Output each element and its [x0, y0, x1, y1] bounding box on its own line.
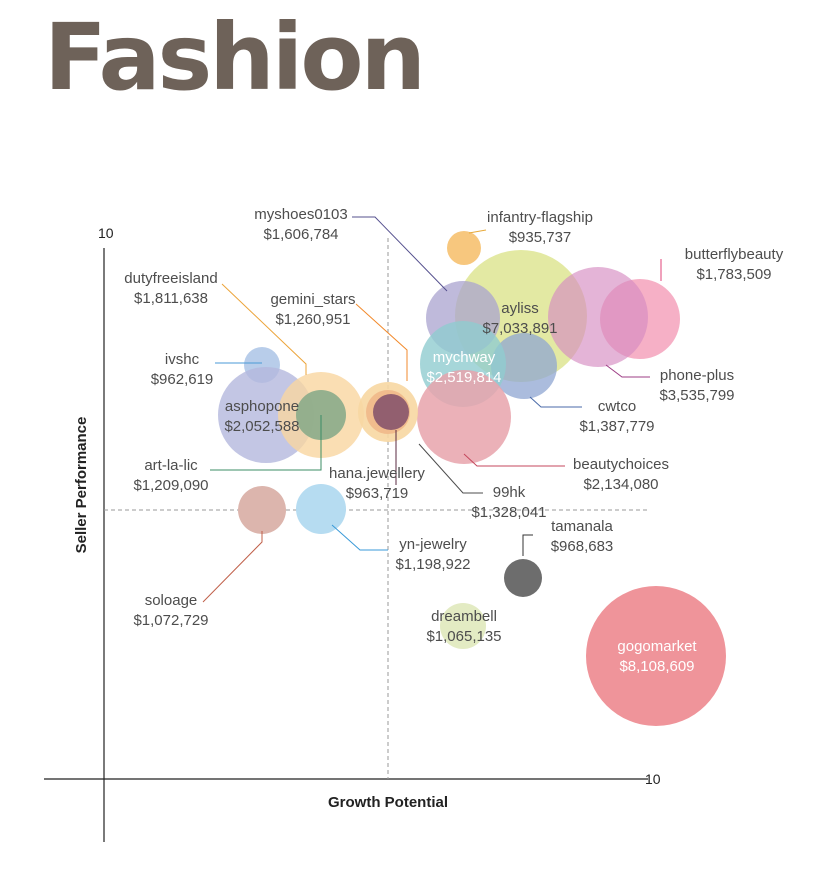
bubble-name-label-myshoes0103: myshoes0103: [254, 206, 347, 223]
bubble-value-label-99hk: $1,328,041: [471, 504, 546, 521]
bubble-value-label-dreambell: $1,065,135: [426, 628, 501, 645]
leader-line: [468, 229, 487, 234]
bubble-name-label-yn-jewelry: yn-jewelry: [399, 536, 467, 553]
bubble-value-label-butterflybeauty: $1,783,509: [696, 266, 771, 283]
leader-line: [529, 396, 582, 408]
bubble-name-label-art-la-lic: art-la-lic: [144, 457, 198, 474]
bubble-phone-plus: [548, 267, 648, 367]
bubble-cwtco: [491, 333, 557, 399]
bubble-gogomarket: [586, 586, 726, 726]
bubble-name-label-gogomarket: gogomarket: [617, 638, 697, 655]
leader-line: [522, 534, 533, 556]
bubble-dreambell: [440, 603, 486, 649]
bubble-name-label-gemini-stars: gemini_stars: [270, 291, 355, 308]
bubble-value-label-art-la-lic: $1,209,090: [133, 477, 208, 494]
y-tick-label-max: 10: [98, 225, 114, 241]
bubble-value-label-infantry-flagship: $935,737: [509, 229, 572, 246]
bubble-value-label-tamanala: $968,683: [551, 538, 614, 555]
bubble-name-label-asphopone: asphopone: [225, 398, 299, 415]
bubble-name-label-99hk: 99hk: [493, 484, 526, 501]
bubble-layer: [218, 231, 726, 726]
leader-line: [463, 453, 565, 467]
bubble-value-label-cwtco: $1,387,779: [579, 418, 654, 435]
bubble-name-label-mychway: mychway: [433, 349, 496, 366]
bubble-value-label-beautychoices: $2,134,080: [583, 476, 658, 493]
bubble-value-label-asphopone: $2,052,588: [224, 418, 299, 435]
bubble-infantry-flagship: [447, 231, 481, 265]
leader-line: [331, 524, 388, 551]
bubble-hana-jewellery: [373, 394, 409, 430]
bubble-tamanala: [504, 559, 542, 597]
leader-line: [355, 303, 408, 381]
bubble-name-label-hana-jewellery: hana.jewellery: [329, 465, 425, 482]
bubble-value-label-ivshc: $962,619: [151, 371, 214, 388]
leader-line: [605, 364, 650, 378]
bubble-value-label-phone-plus: $3,535,799: [659, 387, 734, 404]
leader-line: [210, 415, 322, 471]
leader-line: [418, 443, 483, 494]
bubble-name-label-cwtco: cwtco: [598, 398, 636, 415]
bubble-name-label-tamanala: tamanala: [551, 518, 613, 535]
x-axis-title: Growth Potential: [328, 794, 448, 811]
bubble-name-label-phone-plus: phone-plus: [660, 367, 734, 384]
bubble-value-label-ayliss: $7,033,891: [482, 320, 557, 337]
bubble-value-label-yn-jewelry: $1,198,922: [395, 556, 470, 573]
bubble-yn-jewelry: [296, 484, 346, 534]
leader-line: [202, 531, 263, 603]
bubble-value-label-gogomarket: $8,108,609: [619, 658, 694, 675]
bubble-name-label-infantry-flagship: infantry-flagship: [487, 209, 593, 226]
leader-line: [221, 283, 307, 375]
x-tick-label-max: 10: [645, 771, 661, 787]
bubble-name-label-dutyfreeisland: dutyfreeisland: [124, 270, 217, 287]
bubble-value-label-gemini-stars: $1,260,951: [275, 311, 350, 328]
bubble-name-label-beautychoices: beautychoices: [573, 456, 669, 473]
bubble-soloage: [238, 486, 286, 534]
bubble-beautychoices: [417, 370, 511, 464]
leader-line: [352, 216, 448, 292]
bubble-value-label-mychway: $2,519,814: [426, 369, 501, 386]
bubble-value-label-myshoes0103: $1,606,784: [263, 226, 338, 243]
bubble-name-label-soloage: soloage: [145, 592, 198, 609]
bubble-name-label-dreambell: dreambell: [431, 608, 497, 625]
bubble-name-label-ayliss: ayliss: [501, 300, 539, 317]
bubble-name-label-ivshc: ivshc: [165, 351, 200, 368]
bubble-value-label-dutyfreeisland: $1,811,638: [134, 290, 208, 307]
bubble-value-label-soloage: $1,072,729: [133, 612, 208, 629]
bubble-name-label-butterflybeauty: butterflybeauty: [685, 246, 784, 263]
bubble-value-label-hana-jewellery: $963,719: [346, 485, 409, 502]
y-axis-title: Seller Performance: [73, 417, 90, 554]
bubble-label-layer: infantry-flagship $935,737 ayliss $7,033,89…: [124, 206, 783, 675]
chart-title: Fashion: [44, 4, 426, 111]
